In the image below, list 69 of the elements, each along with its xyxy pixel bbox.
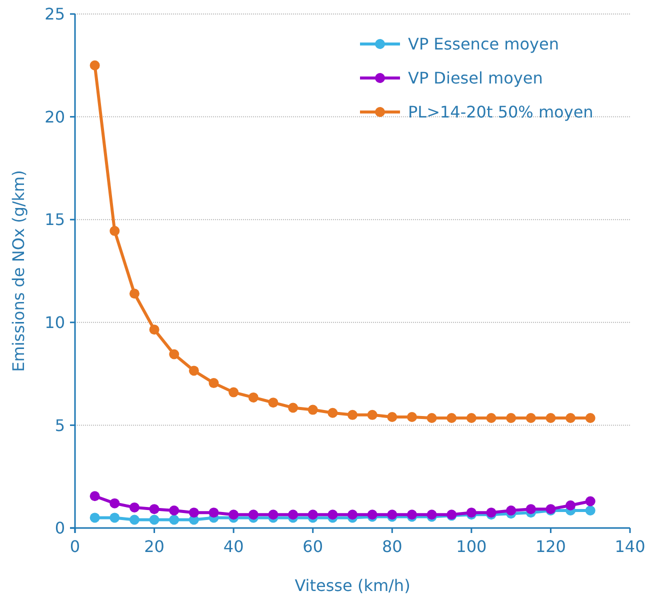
point	[248, 392, 258, 402]
point	[90, 60, 100, 70]
point	[149, 504, 160, 514]
point	[188, 366, 199, 376]
x-tick-label: 100	[456, 537, 487, 556]
y-tick-label: 20	[44, 107, 65, 126]
point	[387, 412, 398, 422]
y-tick-label: 5	[54, 416, 65, 435]
point	[486, 413, 496, 424]
point	[348, 510, 358, 520]
x-tick-label: 60	[302, 537, 324, 556]
y-tick-label: 15	[44, 210, 65, 230]
point	[208, 508, 219, 518]
point	[110, 498, 120, 508]
point	[169, 349, 180, 360]
point	[90, 491, 100, 502]
point	[367, 410, 378, 420]
legend-label: PL>14-20t 50% moyen	[408, 102, 594, 122]
point	[585, 413, 596, 424]
x-axis-title: Vitesse (km/h)	[294, 576, 410, 595]
point	[288, 510, 298, 520]
point	[566, 500, 576, 510]
point	[268, 510, 278, 520]
point	[446, 413, 457, 424]
point	[129, 288, 140, 299]
point	[585, 506, 596, 516]
point	[546, 413, 556, 424]
legend-label: VP Essence moyen	[408, 34, 559, 54]
point	[248, 510, 258, 520]
point	[348, 410, 358, 420]
y-axis-title: Emissions de NOx (g/km)	[9, 170, 28, 372]
y-tick-label: 25	[44, 4, 65, 24]
x-tick-label: 20	[144, 537, 164, 556]
point	[149, 514, 160, 525]
point	[566, 413, 576, 424]
point	[110, 512, 120, 523]
x-tick-label: 40	[223, 537, 244, 556]
point	[526, 413, 536, 424]
x-tick-label: 80	[382, 537, 402, 556]
point	[208, 378, 219, 388]
point	[169, 506, 180, 516]
point	[110, 226, 120, 236]
y-tick-label: 0	[54, 518, 65, 538]
point	[169, 514, 180, 525]
point	[328, 510, 338, 520]
point	[129, 514, 140, 525]
x-tick-label: 120	[535, 537, 566, 556]
point	[426, 413, 437, 424]
point	[585, 496, 596, 506]
point	[328, 408, 338, 418]
point	[228, 387, 239, 398]
point	[188, 508, 199, 518]
point	[149, 324, 160, 335]
x-tick-label: 140	[614, 537, 646, 556]
point	[129, 502, 140, 512]
point	[526, 504, 536, 514]
legend-label: VP Diesel moyen	[408, 68, 543, 88]
point	[308, 510, 318, 520]
y-tick-label: 10	[44, 313, 65, 332]
point	[506, 506, 516, 516]
point	[90, 512, 100, 523]
point	[466, 413, 476, 424]
point	[406, 412, 417, 422]
point	[308, 404, 318, 415]
point	[288, 402, 298, 413]
point	[228, 510, 239, 520]
point	[268, 398, 278, 408]
x-tick-label: 0	[70, 537, 80, 556]
point	[506, 413, 516, 424]
